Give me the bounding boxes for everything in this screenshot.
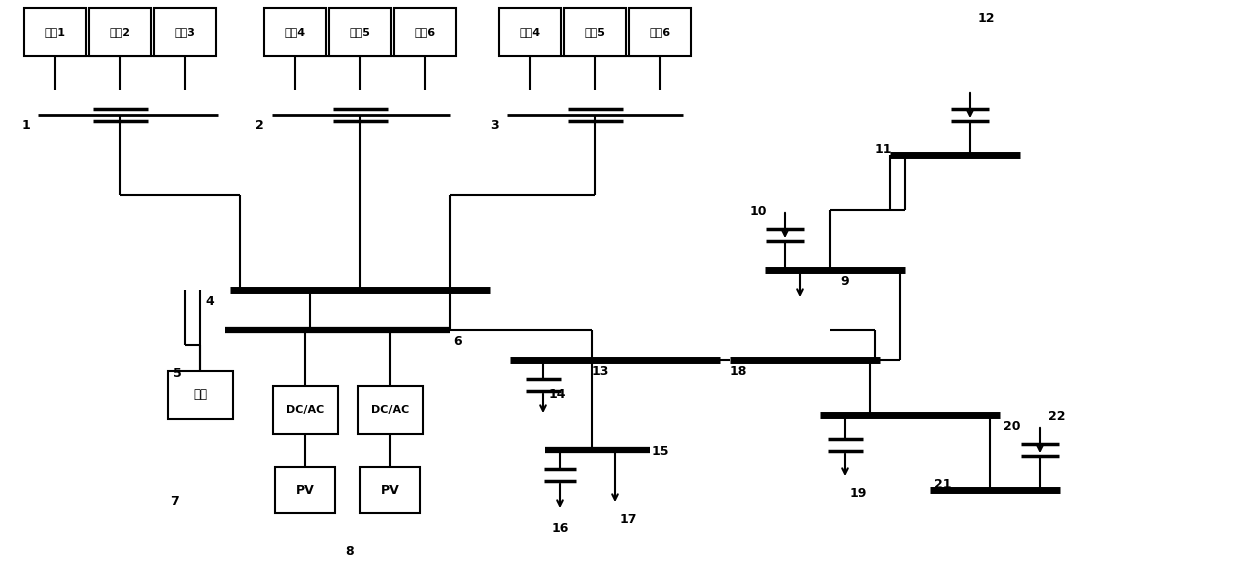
Text: 11: 11 xyxy=(875,143,892,156)
FancyBboxPatch shape xyxy=(24,8,85,56)
FancyBboxPatch shape xyxy=(564,8,626,56)
Text: DC/AC: DC/AC xyxy=(286,405,325,415)
Text: 水由4: 水由4 xyxy=(519,27,540,37)
FancyBboxPatch shape xyxy=(273,386,337,434)
Text: 水由4: 水由4 xyxy=(285,27,306,37)
Text: 10: 10 xyxy=(750,205,767,218)
Text: 5: 5 xyxy=(173,367,182,380)
Text: 19: 19 xyxy=(850,487,867,500)
Text: 21: 21 xyxy=(934,478,952,491)
Text: 水由1: 水由1 xyxy=(45,27,66,37)
FancyBboxPatch shape xyxy=(275,467,335,513)
Text: 抽蓄: 抽蓄 xyxy=(193,388,207,402)
Text: PV: PV xyxy=(296,484,315,497)
Text: 18: 18 xyxy=(730,365,747,378)
FancyBboxPatch shape xyxy=(358,386,422,434)
FancyBboxPatch shape xyxy=(264,8,326,56)
Text: 12: 12 xyxy=(978,12,995,25)
Text: 8: 8 xyxy=(344,545,353,558)
Text: PV: PV xyxy=(380,484,399,497)
Text: 15: 15 xyxy=(652,445,669,458)
Text: 4: 4 xyxy=(204,295,214,308)
Text: 13: 13 xyxy=(592,365,610,378)
Text: 水由5: 水由5 xyxy=(349,27,370,37)
Text: 水由2: 水由2 xyxy=(109,27,130,37)
Text: 1: 1 xyxy=(22,119,31,132)
Text: 水由6: 水由6 xyxy=(649,27,670,37)
Text: 6: 6 xyxy=(453,335,462,348)
Text: 水由6: 水由6 xyxy=(414,27,436,37)
FancyBboxPatch shape xyxy=(394,8,456,56)
FancyBboxPatch shape xyxy=(167,371,233,419)
FancyBboxPatch shape xyxy=(154,8,216,56)
FancyBboxPatch shape xyxy=(89,8,151,56)
Text: 17: 17 xyxy=(620,513,638,526)
Text: 16: 16 xyxy=(553,522,570,535)
FancyBboxPatch shape xyxy=(499,8,561,56)
Text: 20: 20 xyxy=(1004,420,1021,433)
FancyBboxPatch shape xyxy=(629,8,691,56)
FancyBboxPatch shape xyxy=(361,467,420,513)
Text: 22: 22 xyxy=(1048,410,1066,423)
Text: 2: 2 xyxy=(255,119,264,132)
Text: 水由5: 水由5 xyxy=(585,27,606,37)
Text: 14: 14 xyxy=(549,388,566,401)
Text: 7: 7 xyxy=(170,495,178,508)
Text: 3: 3 xyxy=(489,119,498,132)
FancyBboxPatch shape xyxy=(330,8,392,56)
Text: DC/AC: DC/AC xyxy=(370,405,409,415)
Text: 9: 9 xyxy=(840,275,849,288)
Text: 水由3: 水由3 xyxy=(175,27,196,37)
